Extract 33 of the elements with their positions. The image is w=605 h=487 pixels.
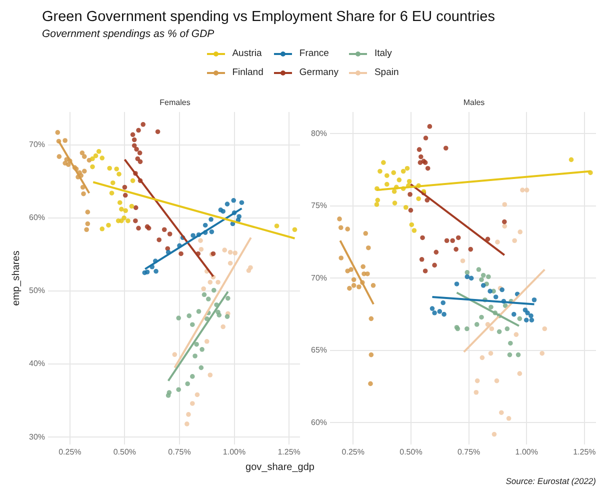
source-note: Source: Eurostat (2022) — [506, 476, 596, 486]
x-tick-label: 1.00% — [515, 447, 538, 456]
legend-label: France — [299, 48, 329, 59]
x-axis-title: gov_share_gdp — [244, 462, 316, 473]
legend-label: Spain — [374, 67, 399, 78]
y-tick-label: 80% — [310, 128, 328, 138]
chart-title: Green Government spending vs Employment Share for 6 EU countries — [42, 9, 495, 25]
legend-label: Austria — [232, 48, 262, 59]
y-tick-label: 70% — [310, 273, 328, 282]
x-tick-label: 0.50% — [400, 447, 422, 456]
x-tick-label: 0.75% — [457, 447, 480, 456]
y-tick-label: 50% — [28, 286, 46, 296]
text: Males — [462, 98, 486, 107]
y-tick-label: 30% — [28, 432, 46, 442]
y-tick-label: 60% — [310, 418, 328, 427]
legend-label: Germany — [299, 67, 338, 78]
text: Females — [158, 98, 192, 107]
x-tick-label: 0.75% — [168, 447, 191, 456]
y-tick-label: 40% — [28, 359, 46, 368]
chart-subtitle: Government spendings as % of GDP — [42, 28, 214, 40]
x-tick-label: 0.25% — [58, 447, 82, 456]
y-axis-title: emp_shares — [10, 250, 22, 306]
y-tick-label: 75% — [310, 201, 328, 210]
x-tick-label: 0.50% — [113, 447, 136, 456]
legend-label: Italy — [374, 48, 392, 59]
y-tick-label: 70% — [28, 140, 46, 150]
y-tick-label: 65% — [310, 346, 328, 355]
legend-label: Finland — [232, 67, 264, 78]
x-tick-label: 0.25% — [342, 447, 364, 456]
x-tick-label: 1.25% — [573, 447, 596, 456]
y-tick-label: 60% — [28, 213, 46, 222]
x-tick-label: 1.00% — [222, 447, 246, 456]
x-tick-label: 1.25% — [278, 447, 300, 456]
